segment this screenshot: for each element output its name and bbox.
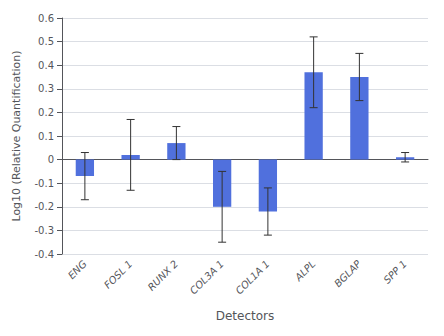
svg-text:-0.4: -0.4 (34, 249, 54, 260)
svg-text:ENG: ENG (66, 258, 89, 281)
svg-text:0.5: 0.5 (38, 36, 54, 47)
svg-text:Log10 (Relative Quantification: Log10 (Relative Quantification) (10, 50, 23, 221)
svg-text:-0.2: -0.2 (34, 201, 54, 212)
svg-text:FOSL 1: FOSL 1 (102, 258, 135, 291)
svg-text:ALPL: ALPL (292, 258, 317, 283)
svg-text:0.1: 0.1 (38, 131, 54, 142)
svg-text:0.3: 0.3 (38, 83, 54, 94)
svg-text:-0.3: -0.3 (34, 225, 54, 236)
svg-text:COL3A 1: COL3A 1 (188, 258, 226, 296)
svg-text:COL1A 1: COL1A 1 (234, 258, 272, 296)
svg-text:BGLAP: BGLAP (332, 258, 363, 289)
svg-text:0: 0 (48, 154, 54, 165)
svg-text:SPP 1: SPP 1 (382, 258, 410, 286)
svg-text:RUNX 2: RUNX 2 (146, 258, 181, 293)
svg-text:0.2: 0.2 (38, 107, 54, 118)
svg-text:-0.1: -0.1 (34, 178, 54, 189)
svg-text:Detectors: Detectors (216, 309, 275, 323)
svg-text:0.6: 0.6 (38, 13, 54, 24)
svg-text:0.4: 0.4 (38, 60, 54, 71)
